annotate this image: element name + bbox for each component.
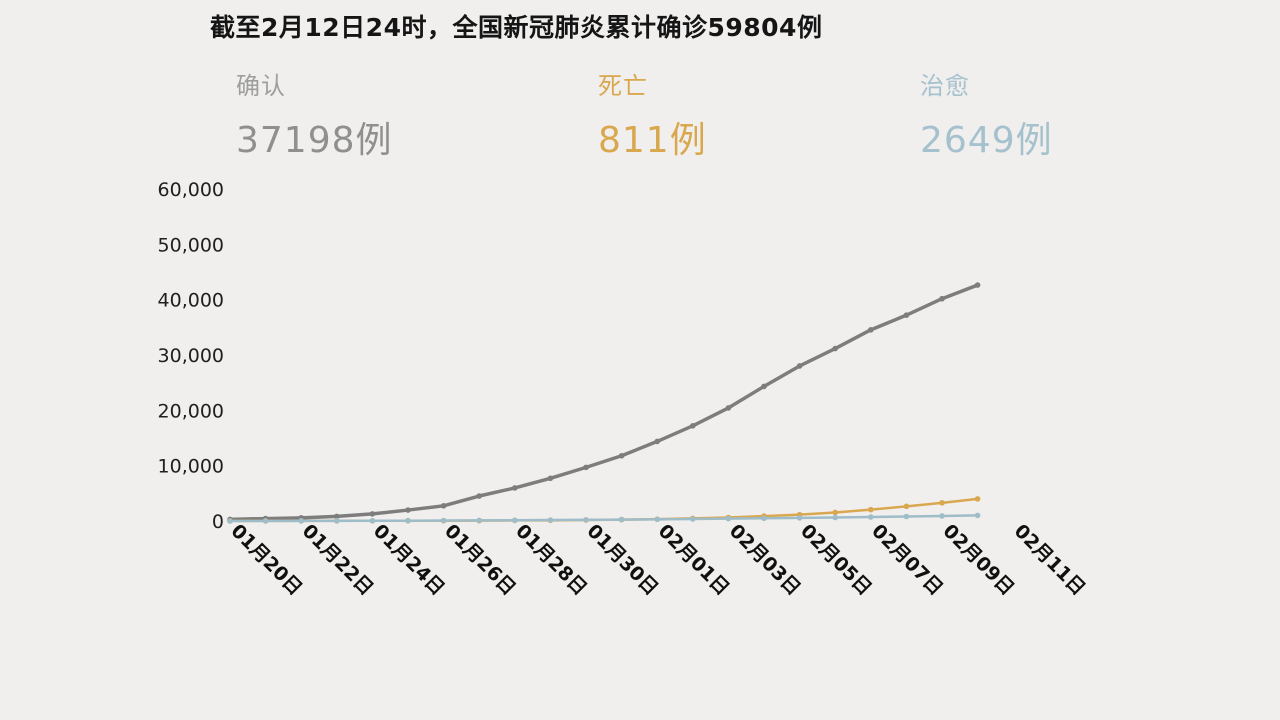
- x-axis-tick-label: 01月28日: [511, 520, 591, 600]
- series-line-0: [228, 283, 980, 522]
- series-point: [903, 503, 910, 510]
- series-point: [512, 485, 518, 491]
- series-point: [939, 513, 945, 519]
- stat-death-value: 811例: [598, 120, 707, 161]
- series-point: [654, 516, 660, 523]
- series-point: [939, 295, 945, 302]
- series-point: [974, 512, 981, 519]
- stat-confirmed-label: 确认: [236, 72, 286, 100]
- series-point: [369, 517, 376, 524]
- x-axis-tick-label: 02月07日: [867, 520, 947, 600]
- stat-cured-value: 2649例: [920, 120, 1053, 161]
- series-point: [334, 518, 340, 524]
- series-point: [583, 517, 589, 523]
- stat-confirmed: 确认 37198例: [236, 66, 393, 163]
- x-axis-tick-label: 02月01日: [654, 520, 734, 600]
- series-point: [618, 452, 625, 459]
- series-line-2: [228, 514, 979, 523]
- series-point: [227, 518, 233, 524]
- x-axis-tick-label: 01月24日: [369, 520, 449, 600]
- series-point: [440, 503, 447, 509]
- series-point: [547, 475, 554, 482]
- series-point: [690, 422, 696, 429]
- series-point: [832, 345, 838, 352]
- series-point: [298, 518, 305, 524]
- series-point: [832, 514, 838, 521]
- series-point: [334, 513, 340, 520]
- chart-title: 截至2月12日24时，全国新冠肺炎累计确诊59804例: [210, 13, 823, 42]
- y-axis-tick-label: 50,000: [158, 234, 224, 256]
- x-axis-tick-label: 01月30日: [582, 520, 662, 600]
- x-axis-tick-label: 01月20日: [226, 520, 306, 600]
- x-axis-tick-label: 01月26日: [440, 520, 520, 600]
- series-point: [725, 405, 732, 411]
- series-point: [796, 515, 803, 521]
- stat-confirmed-value: 37198例: [236, 120, 393, 161]
- x-axis-tick-label: 02月11日: [1010, 520, 1090, 600]
- series-point: [868, 327, 874, 333]
- y-axis-tick-label: 10,000: [158, 456, 224, 478]
- series-point: [476, 517, 483, 524]
- series-point: [868, 514, 874, 520]
- series-point: [405, 517, 411, 524]
- series-point: [725, 515, 732, 522]
- series-point: [903, 513, 910, 520]
- series-point: [618, 516, 625, 523]
- series-point: [654, 438, 660, 445]
- series-point: [761, 383, 767, 390]
- series-point: [583, 464, 589, 471]
- series-point: [903, 312, 910, 318]
- y-axis-tick-label: 20,000: [158, 400, 224, 422]
- y-axis-tick-label: 40,000: [158, 290, 224, 312]
- series-point: [868, 506, 874, 513]
- stat-cured-label: 治愈: [920, 72, 970, 100]
- series-point: [476, 493, 483, 499]
- series-point: [939, 500, 945, 506]
- series-point: [547, 517, 554, 523]
- series-point: [369, 511, 376, 517]
- y-axis-tick-label: 0: [212, 511, 224, 533]
- x-axis-tick-label: 02月03日: [725, 520, 805, 600]
- series-point: [512, 517, 518, 524]
- y-axis-tick-label: 60,000: [158, 179, 224, 201]
- series-point: [262, 518, 269, 524]
- stat-death-label: 死亡: [598, 72, 648, 100]
- series-point: [405, 507, 411, 513]
- x-axis-tick-label: 01月22日: [298, 520, 378, 600]
- series-point: [440, 517, 447, 524]
- stat-cured: 治愈 2649例: [920, 66, 1053, 163]
- x-axis-tick-label: 02月09日: [938, 520, 1018, 600]
- series-point: [974, 496, 981, 502]
- series-point: [796, 363, 803, 369]
- stat-death: 死亡 811例: [598, 66, 707, 163]
- y-axis-tick-label: 30,000: [158, 345, 224, 367]
- series-point: [974, 282, 981, 288]
- series-point: [690, 516, 696, 522]
- series-point: [761, 515, 767, 522]
- x-axis-tick-label: 02月05日: [796, 520, 876, 600]
- series-point: [832, 509, 838, 516]
